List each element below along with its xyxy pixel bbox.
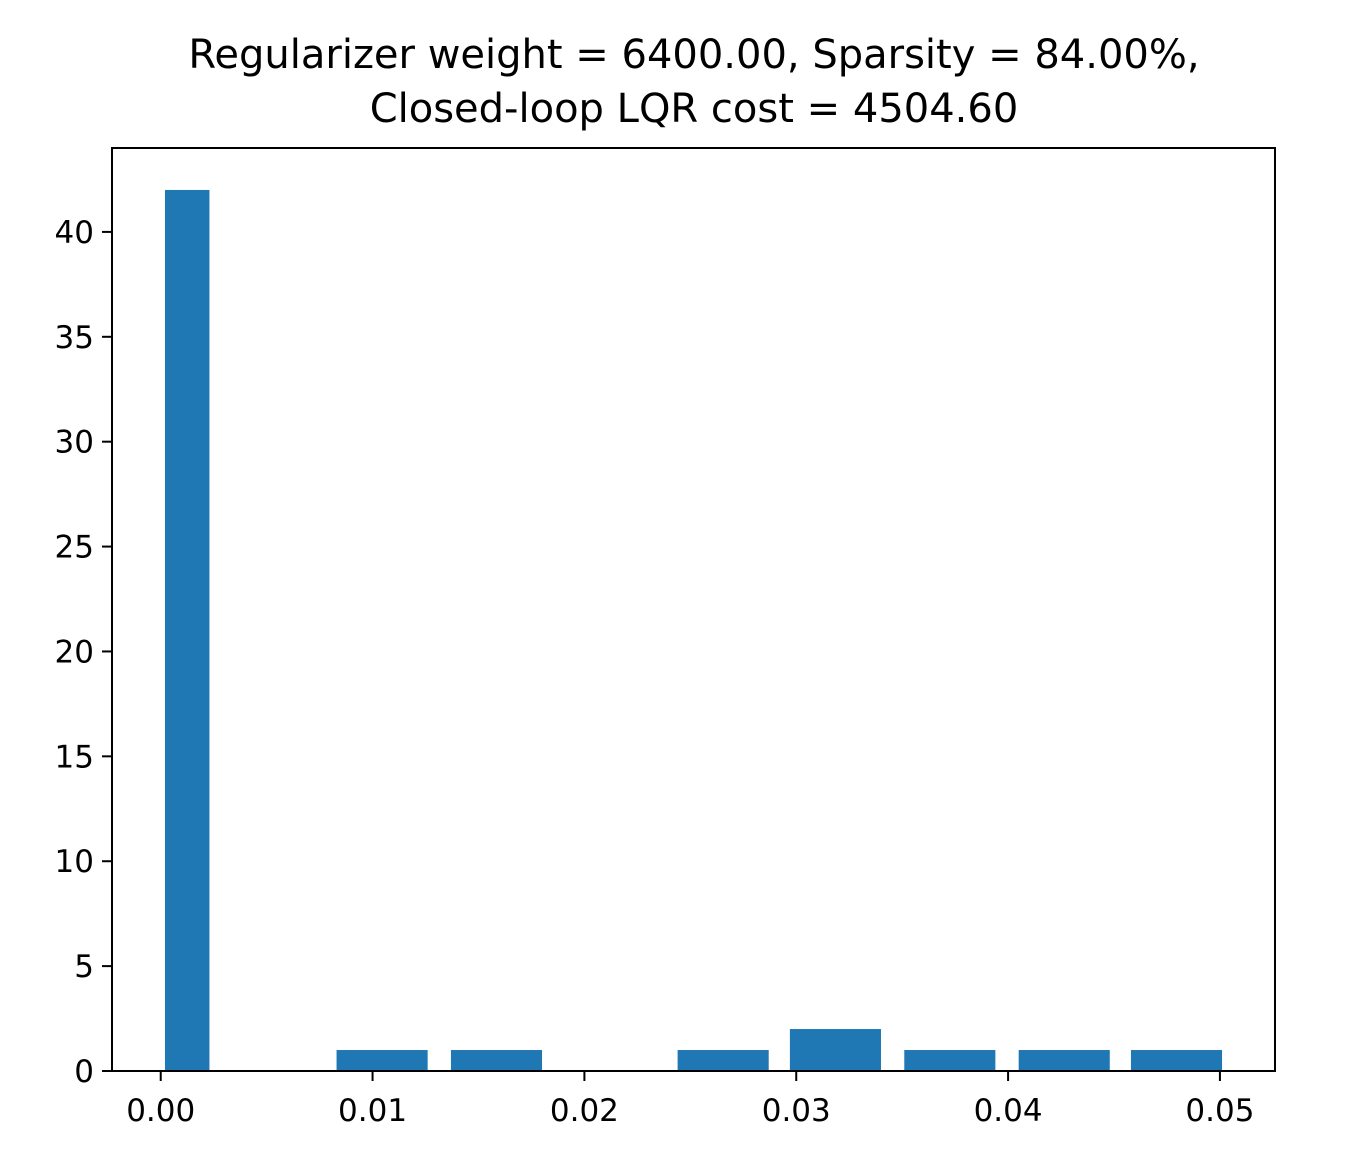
bar-group (164, 189, 1223, 1072)
x-tick-label: 0.00 (126, 1093, 195, 1129)
y-tick-label: 10 (55, 844, 94, 880)
y-tick-label: 0 (74, 1054, 94, 1090)
bar-0 (164, 189, 210, 1072)
bar-6 (1018, 1050, 1110, 1071)
bar-4 (789, 1029, 881, 1071)
x-axis-ticks: 0.00 0.01 0.02 0.03 0.04 0.05 (126, 1071, 1254, 1129)
chart-title-line-1: Regularizer weight = 6400.00, Sparsity =… (188, 32, 1199, 78)
bar-2 (450, 1050, 543, 1071)
bar-5 (904, 1050, 996, 1071)
bar-3 (677, 1050, 769, 1071)
chart-title-line-2: Closed-loop LQR cost = 4504.60 (370, 86, 1019, 132)
y-tick-label: 5 (74, 949, 94, 985)
y-tick-label: 30 (55, 425, 94, 461)
y-tick-label: 35 (55, 320, 94, 356)
x-tick-label: 0.04 (974, 1093, 1043, 1129)
y-tick-label: 20 (55, 634, 94, 670)
x-tick-label: 0.05 (1185, 1093, 1254, 1129)
x-tick-label: 0.03 (762, 1093, 831, 1129)
x-tick-label: 0.02 (550, 1093, 619, 1129)
y-axis-ticks: 0 5 10 15 20 25 30 35 40 (55, 215, 112, 1090)
y-tick-label: 15 (55, 739, 94, 775)
y-tick-label: 25 (55, 530, 94, 566)
plot-frame (111, 147, 1276, 1072)
x-tick-label: 0.01 (338, 1093, 407, 1129)
y-tick-label: 40 (55, 215, 94, 251)
bar-7 (1130, 1050, 1223, 1071)
bar-1 (336, 1050, 428, 1071)
